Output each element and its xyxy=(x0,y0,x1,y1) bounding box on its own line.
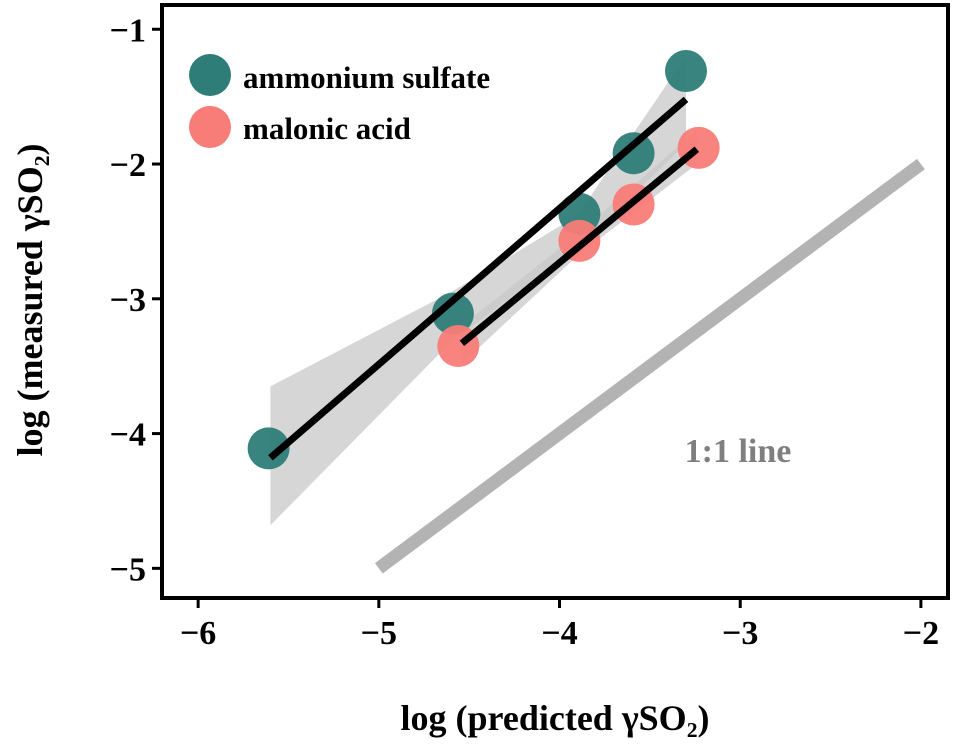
x-axis: −6 −5 −4 −3 −2 xyxy=(180,598,939,652)
data-point-series-0 xyxy=(612,132,655,175)
data-point-series-0 xyxy=(247,427,290,470)
y-tick-label: −1 xyxy=(110,12,146,49)
data-point-series-0 xyxy=(431,292,474,335)
x-tick-label: −4 xyxy=(541,615,577,652)
plot-frame xyxy=(160,3,950,600)
x-tick-label: −5 xyxy=(361,615,397,652)
reference-line-group xyxy=(374,158,925,574)
y-tick-label: −4 xyxy=(110,417,146,454)
legend-label-malonic-acid: malonic acid xyxy=(243,111,411,146)
data-point-series-0 xyxy=(665,50,707,93)
fit-lines xyxy=(268,96,700,461)
y-tick-label: −5 xyxy=(110,551,146,588)
fit-line-series-0 xyxy=(268,96,689,461)
confidence-band-0 xyxy=(270,56,686,526)
x-tick-label: −6 xyxy=(180,615,216,652)
x-tick-label: −2 xyxy=(903,615,939,652)
x-axis-label: log (predicted γSO₂) xyxy=(401,698,710,738)
fit-line-series-1 xyxy=(459,146,700,346)
legend-marker-malonic-acid xyxy=(189,106,231,148)
y-axis: −1 −2 −3 −4 −5 xyxy=(110,12,162,588)
legend-marker-ammonium-sulfate xyxy=(189,54,231,96)
x-tick-label: −3 xyxy=(722,615,758,652)
y-tick-label: −3 xyxy=(110,282,146,319)
legend: ammonium sulfate malonic acid xyxy=(189,54,490,148)
one-to-one-line xyxy=(374,158,925,574)
reference-line-label: 1:1 line xyxy=(685,433,792,470)
y-tick-label: −2 xyxy=(110,147,146,184)
legend-label-ammonium-sulfate: ammonium sulfate xyxy=(243,60,490,95)
y-axis-label: log (measured γSO₂) xyxy=(10,144,50,457)
